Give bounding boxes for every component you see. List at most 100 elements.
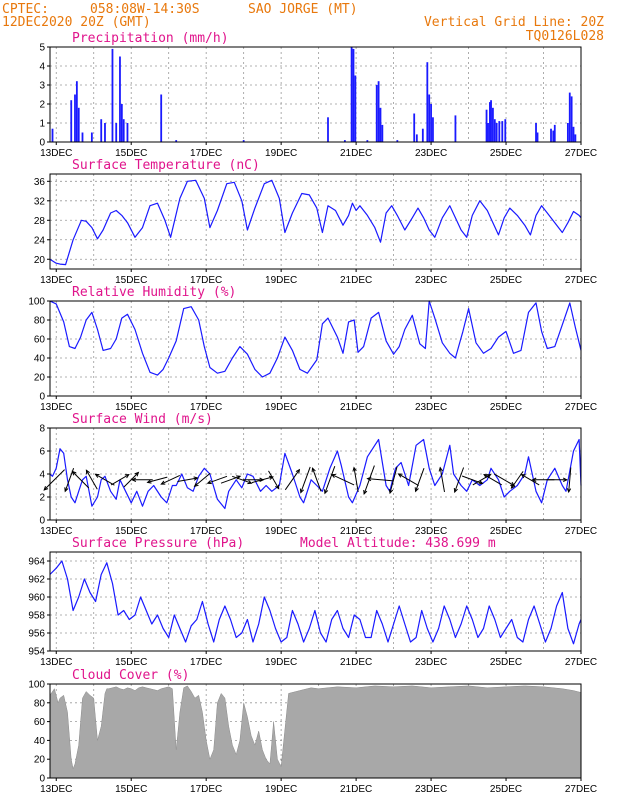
precip-bar [430,104,432,142]
header-model-code: TQ0126L028 [526,29,604,44]
title-temperature: Surface Temperature (nC) [72,158,260,173]
precip-bar [350,47,353,142]
precip-bar [568,92,571,142]
wind-arrow [546,477,568,482]
x-tick-label: 17DEC [190,148,222,159]
wind-arrow [123,471,140,488]
x-tick-label: 25DEC [490,784,522,795]
y-tick-label: 20 [34,255,46,266]
panel-frame [49,683,582,779]
precip-bar [119,56,121,142]
x-tick-label: 13DEC [40,275,72,286]
panel-cloud: Cloud Cover (%) 0 20 40 60 80 100 13DEC 15DEC 17D… [28,668,597,795]
x-tick-label: 23DEC [415,657,447,668]
wind-arrow [85,469,98,490]
x-tick-label: 13DEC [40,784,72,795]
temperature-line [49,179,582,266]
y-tick-label: 0 [39,392,45,403]
y-tick-label: 962 [28,575,45,586]
y-tick-label: 5 [39,43,45,54]
precip-bar [498,121,501,142]
x-tick-label: 13DEC [40,526,72,537]
wind-arrow [352,466,359,492]
x-tick-label: 23DEC [415,402,447,413]
y-tick-label: 960 [28,593,45,604]
wind-arrow [520,474,540,486]
precip-bar [501,121,504,142]
y-tick-label: 2 [39,493,45,504]
wind-arrow [299,466,311,494]
wind-arrow [311,467,322,492]
x-tick-label: 17DEC [190,657,222,668]
x-tick-label: 15DEC [115,526,147,537]
precip-bar [432,117,434,142]
precip-bar [454,115,457,142]
y-tick-label: 40 [34,354,46,365]
precip-bar [354,75,357,142]
precip-bar [51,128,54,142]
panel-wind: Surface Wind (m/s) 0 2 4 6 8 13DEC 15DEC 17DEC 19… [39,412,597,537]
x-tick-label: 21DEC [340,657,372,668]
header: CPTEC: 058:08W-14:30S SAO JORGE (MT) 12D… [2,2,604,44]
precip-bar [413,113,416,142]
y-tick-label: 36 [34,177,46,188]
y-tick-label: 32 [34,196,46,207]
x-tick-label: 25DEC [490,275,522,286]
x-tick-label: 19DEC [265,657,297,668]
y-tick-label: 958 [28,611,45,622]
pressure-line [49,560,582,645]
panel-pressure: Surface Pressure (hPa) Model Altitude: 43… [28,536,597,668]
precip-bar [536,132,539,142]
wind-arrow [414,468,425,493]
precip-bar [495,123,498,142]
precip-bar [74,94,76,142]
precip-bar [81,132,84,142]
precip-bar [550,128,552,142]
wind-arrow [284,468,301,491]
precip-bar [428,94,431,142]
x-tick-label: 25DEC [490,402,522,413]
y-tick-label: 964 [28,557,45,568]
precip-bar [160,94,163,142]
precip-bar [115,123,118,142]
x-tick-label: 15DEC [115,657,147,668]
x-tick-label: 13DEC [40,657,72,668]
precip-bar [489,102,491,142]
wind-arrow [177,476,199,482]
y-tick-label: 954 [28,647,45,658]
wind-arrow [483,474,503,486]
wind-arrow [110,474,130,486]
x-tick-label: 23DEC [415,526,447,537]
wind-arrow [397,473,419,487]
wind-arrow [193,472,211,488]
precip-bar [487,123,489,142]
y-tick-label: 20 [34,755,46,766]
precip-bar [421,128,424,142]
y-tick-label: 80 [34,698,46,709]
precip-bar [120,104,123,142]
title-pressure: Surface Pressure (hPa) [72,536,244,551]
y-tick-label: 956 [28,629,45,640]
wind-line [49,438,582,510]
precip-bar [552,130,555,142]
header-run-time: 12DEC2020 20Z (GMT) [2,15,151,30]
x-tick-label: 15DEC [115,148,147,159]
x-tick-label: 19DEC [265,784,297,795]
header-station: SAO JORGE (MT) [248,2,358,17]
precip-bar [352,48,355,142]
x-tick-label: 25DEC [490,526,522,537]
precip-bar [104,123,106,142]
precip-bar [122,119,125,142]
precip-bar [504,119,507,142]
precip-bar [415,134,418,142]
precip-bar [492,107,494,142]
x-tick-label: 27DEC [565,526,597,537]
precip-bar [77,107,80,142]
panel-frame [49,427,582,521]
x-tick-label: 17DEC [190,275,222,286]
panel-temperature: Surface Temperature (nC) 20 24 28 32 36 13DEC 1… [34,158,597,286]
title-wind: Surface Wind (m/s) [72,412,213,427]
x-tick-label: 21DEC [340,275,372,286]
humidity-line [49,300,582,378]
